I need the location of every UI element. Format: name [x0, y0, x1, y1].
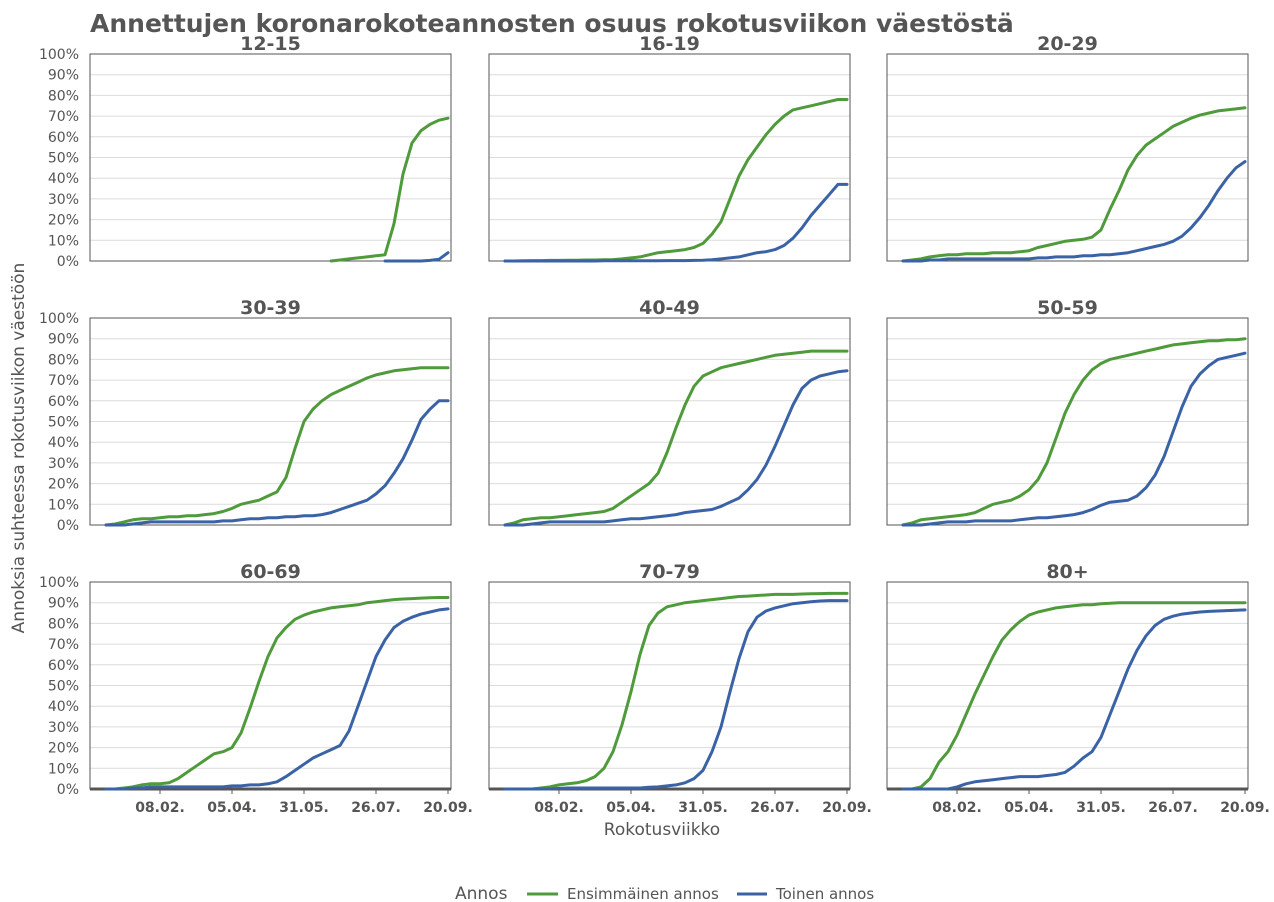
series-line-second-dose	[503, 182, 849, 263]
panels: 12-15 0% 10% 20% 30% 40% 50% 60% 70% 80% 90% 100% 16…	[39, 33, 1270, 816]
panel-frame	[488, 317, 851, 526]
y-tick-label: 50%	[48, 679, 79, 695]
y-tick-label: 60%	[48, 130, 79, 146]
series-line-second-dose	[901, 608, 1247, 791]
y-tick-label: 10%	[48, 233, 79, 249]
y-tick-label: 100%	[39, 575, 79, 591]
x-tick-label: 20.09.	[1220, 800, 1270, 816]
panel-frame	[886, 53, 1249, 262]
panel-12-15: 12-15 0% 10% 20% 30% 40% 50% 60% 70% 80% 90% 100%	[39, 33, 452, 270]
y-tick-label: 20%	[48, 477, 79, 493]
series-line-second-dose	[383, 251, 450, 263]
y-tick-label: 40%	[48, 435, 79, 451]
panel-80+: 80+ 08.02. 05.04. 31.05. 26.07. 20.09.	[886, 561, 1270, 816]
x-tick-label: 26.07.	[1148, 800, 1198, 816]
series-line-second-dose	[503, 599, 849, 791]
chart-title: Annettujen koronarokoteannosten osuus ro…	[90, 9, 1014, 38]
y-tick-label: 70%	[48, 109, 79, 125]
panel-title: 20-29	[1037, 33, 1098, 55]
x-tick-label: 31.05.	[678, 800, 728, 816]
y-tick-label: 100%	[39, 311, 79, 327]
y-tick-label: 20%	[48, 213, 79, 229]
y-tick-label: 60%	[48, 394, 79, 410]
y-tick-label: 90%	[48, 596, 79, 612]
y-tick-label: 0%	[57, 254, 79, 270]
series-line-second-dose	[104, 607, 450, 791]
panel-frame	[89, 317, 452, 526]
panel-title: 30-39	[240, 297, 301, 319]
x-tick-label: 08.02.	[932, 800, 982, 816]
series-line-first-dose	[901, 337, 1247, 527]
panel-title: 50-59	[1037, 297, 1098, 319]
x-tick-label: 26.07.	[750, 800, 800, 816]
panel-60-69: 60-69 0% 10% 20% 30% 40% 50% 60% 70% 80% 90% 100% 08…	[39, 561, 473, 816]
panel-title: 80+	[1046, 561, 1088, 583]
panel-20-29: 20-29	[886, 33, 1249, 263]
y-tick-label: 30%	[48, 192, 79, 208]
y-axis-label: Annoksia suhteessa rokotusviikon väestöö…	[9, 263, 29, 634]
x-axis-label: Rokotusviikko	[604, 820, 720, 840]
x-tick-label: 08.02.	[135, 800, 185, 816]
panel-frame	[89, 53, 452, 262]
legend-entry-second-dose: Toinen annos	[775, 885, 874, 902]
panel-40-49: 40-49	[488, 297, 851, 527]
x-tick-label: 20.09.	[822, 800, 872, 816]
x-tick-label: 05.04.	[207, 800, 257, 816]
y-tick-label: 40%	[48, 171, 79, 187]
y-tick-label: 70%	[48, 637, 79, 653]
x-tick-label: 20.09.	[423, 800, 473, 816]
panel-16-19: 16-19	[488, 33, 851, 263]
panel-title: 40-49	[639, 297, 700, 319]
y-tick-label: 80%	[48, 352, 79, 368]
x-tick-label: 08.02.	[534, 800, 584, 816]
panel-frame	[886, 317, 1249, 526]
y-tick-label: 70%	[48, 373, 79, 389]
y-tick-label: 90%	[48, 68, 79, 84]
y-tick-label: 30%	[48, 720, 79, 736]
series-line-second-dose	[503, 369, 849, 527]
legend-title: Annos	[455, 884, 508, 902]
y-tick-label: 80%	[48, 88, 79, 104]
y-tick-label: 50%	[48, 151, 79, 167]
series-line-first-dose	[104, 596, 450, 791]
y-tick-label: 0%	[57, 782, 79, 798]
panel-30-39: 30-39 0% 10% 20% 30% 40% 50% 60% 70% 80% 90% 100%	[39, 297, 452, 534]
legend-entry-first-dose: Ensimmäinen annos	[567, 885, 719, 902]
series-line-first-dose	[901, 601, 1247, 791]
series-line-first-dose	[329, 116, 450, 263]
series-line-first-dose	[104, 366, 450, 527]
panel-title: 60-69	[240, 561, 301, 583]
series-line-first-dose	[503, 349, 849, 527]
y-tick-label: 40%	[48, 699, 79, 715]
y-tick-label: 50%	[48, 415, 79, 431]
series-line-first-dose	[503, 591, 849, 791]
x-tick-label: 05.04.	[1004, 800, 1054, 816]
legend: Annos Ensimmäinen annos Toinen annos	[455, 884, 874, 902]
series-line-second-dose	[901, 160, 1247, 263]
panel-title: 16-19	[639, 33, 700, 55]
y-tick-label: 60%	[48, 658, 79, 674]
x-tick-label: 31.05.	[1076, 800, 1126, 816]
y-tick-label: 0%	[57, 518, 79, 534]
panel-70-79: 70-79 08.02. 05.04. 31.05. 26.07. 20.09.	[488, 561, 872, 816]
y-tick-label: 10%	[48, 497, 79, 513]
y-tick-label: 100%	[39, 47, 79, 63]
y-tick-label: 30%	[48, 456, 79, 472]
series-line-second-dose	[104, 399, 450, 527]
panel-title: 70-79	[639, 561, 700, 583]
panel-title: 12-15	[240, 33, 301, 55]
y-tick-label: 20%	[48, 741, 79, 757]
panel-50-59: 50-59	[886, 297, 1249, 527]
x-tick-label: 31.05.	[279, 800, 329, 816]
series-line-first-dose	[901, 106, 1247, 263]
y-tick-label: 80%	[48, 616, 79, 632]
y-tick-label: 10%	[48, 761, 79, 777]
x-tick-label: 05.04.	[606, 800, 656, 816]
x-tick-label: 26.07.	[351, 800, 401, 816]
y-tick-label: 90%	[48, 332, 79, 348]
series-line-second-dose	[901, 351, 1247, 527]
